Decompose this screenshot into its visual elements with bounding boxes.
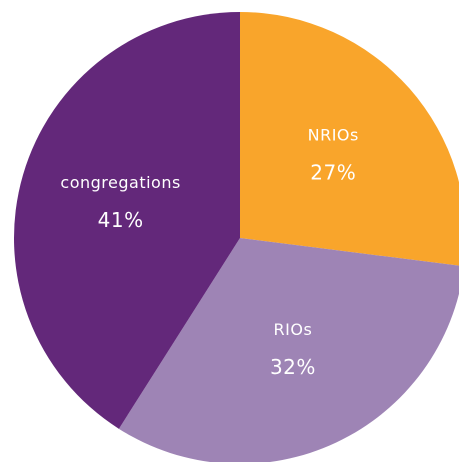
slice-label: congregations xyxy=(60,173,180,192)
slice-value-label: 27% xyxy=(310,160,356,184)
slice-label: RIOs xyxy=(274,320,313,339)
pie-slice xyxy=(240,12,459,266)
pie-slice xyxy=(118,238,459,462)
pie-slice xyxy=(14,12,241,429)
slice-value-label: 32% xyxy=(270,355,316,379)
slice-value-label: 41% xyxy=(98,208,144,232)
slice-label: NRIOs xyxy=(308,125,359,144)
